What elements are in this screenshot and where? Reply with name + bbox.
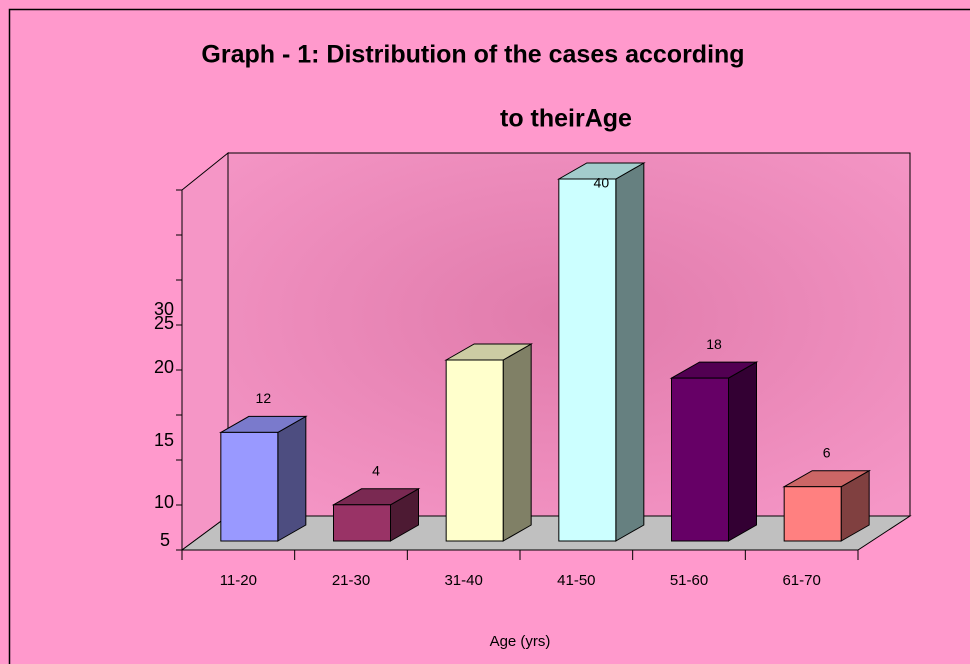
value-label: 40 [594, 175, 610, 191]
x-tick-label: 31-40 [444, 572, 482, 589]
x-tick-label: 51-60 [670, 572, 708, 589]
chart-subtitle: to theirAge [500, 105, 632, 133]
x-axis-title: Age (yrs) [490, 633, 551, 650]
y-tick-label: 30 [154, 299, 174, 319]
y-tick-label: 10 [154, 492, 174, 512]
bar [558, 178, 617, 542]
bar [220, 431, 279, 542]
x-tick-label: 21-30 [332, 572, 370, 589]
y-tick-label: 25 [154, 313, 174, 333]
bar-side [728, 361, 757, 542]
value-label: 18 [706, 336, 722, 352]
value-label: 4 [372, 463, 380, 479]
bar-side [277, 415, 307, 542]
y-tick-label: 5 [160, 530, 170, 550]
bar [333, 504, 391, 542]
value-label: 12 [256, 390, 272, 406]
y-tick-label: 20 [154, 357, 174, 377]
x-tick-label: 11-20 [220, 572, 257, 589]
y-tick-label: 15 [154, 430, 174, 450]
x-tick-label: 61-70 [782, 572, 820, 589]
bar [783, 486, 842, 542]
bar-side [502, 343, 532, 542]
x-tick-label: 41-50 [557, 572, 595, 589]
bar-side [615, 162, 645, 542]
value-label: 6 [823, 444, 831, 460]
chart-title: Graph - 1: Distribution of the cases acc… [201, 41, 744, 69]
bar [671, 377, 729, 542]
bar [445, 359, 504, 542]
frame [8, 8, 970, 664]
